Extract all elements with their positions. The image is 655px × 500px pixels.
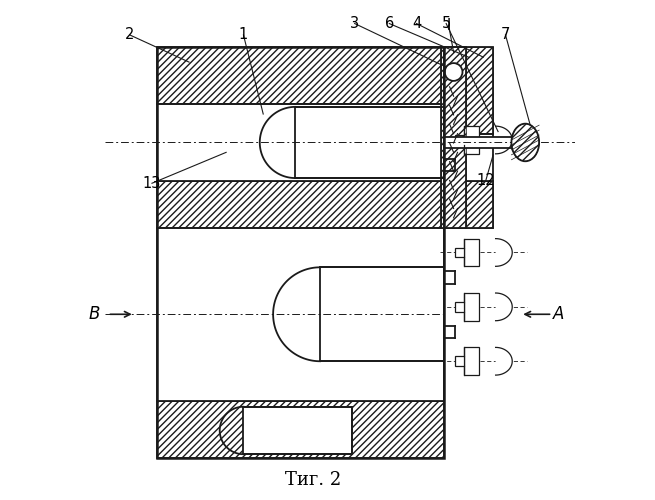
Bar (295, 107, 443, 178)
Bar (157, 181, 443, 228)
Bar (443, 48, 493, 134)
Polygon shape (496, 238, 512, 266)
Text: 1: 1 (239, 28, 248, 42)
Text: I: I (447, 18, 451, 32)
Bar (157, 401, 443, 458)
Text: 4: 4 (412, 16, 421, 31)
Bar (157, 228, 443, 401)
Circle shape (445, 63, 462, 81)
Text: 13: 13 (143, 176, 161, 190)
Bar (464, 126, 479, 154)
Bar (455, 302, 464, 312)
Bar (455, 356, 464, 366)
Bar (157, 48, 443, 458)
Bar (455, 135, 464, 145)
Ellipse shape (512, 124, 539, 161)
Bar (443, 48, 493, 134)
Bar (464, 348, 479, 375)
Text: 5: 5 (441, 16, 451, 31)
Bar (464, 293, 479, 320)
Bar (157, 48, 443, 104)
Text: 12: 12 (476, 174, 495, 188)
Bar (157, 48, 443, 104)
Polygon shape (496, 293, 512, 320)
Bar (441, 48, 466, 228)
Text: 3: 3 (350, 16, 359, 31)
Text: 6: 6 (384, 16, 394, 31)
Bar (443, 134, 493, 181)
Bar (157, 104, 443, 181)
Polygon shape (496, 126, 512, 154)
Text: Τиг. 2: Τиг. 2 (284, 471, 341, 489)
Bar (443, 181, 493, 228)
Bar (320, 268, 443, 361)
Text: B: B (88, 306, 100, 324)
Bar (443, 181, 493, 228)
Polygon shape (496, 348, 512, 375)
Text: 2: 2 (125, 28, 134, 42)
Bar (441, 48, 466, 228)
Bar (455, 248, 464, 258)
Bar (157, 181, 443, 228)
Text: 7: 7 (501, 28, 510, 42)
Bar (464, 238, 479, 266)
Bar (244, 406, 352, 454)
Text: A: A (553, 306, 565, 324)
Bar (157, 401, 443, 458)
Bar (443, 136, 523, 148)
